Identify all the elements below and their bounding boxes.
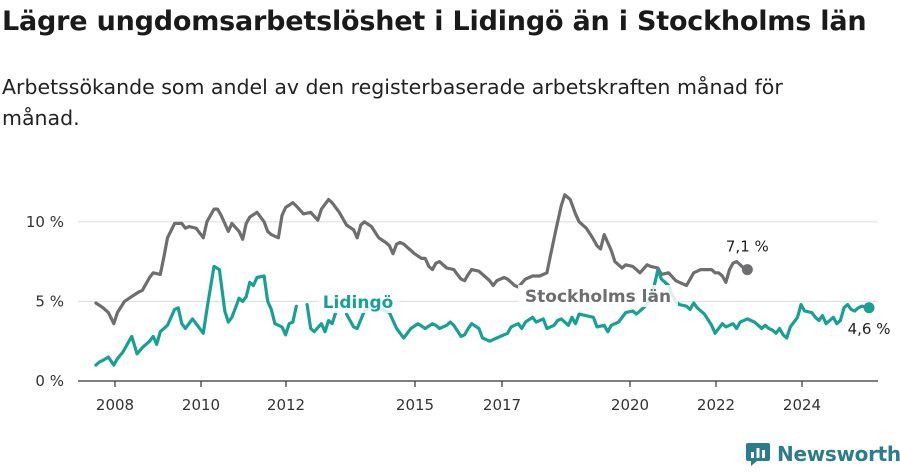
series-label-halo xyxy=(318,291,398,313)
series-layer xyxy=(94,193,875,367)
end-point xyxy=(863,302,875,314)
x-tick-label: 2024 xyxy=(783,396,821,414)
series-label-halo xyxy=(518,285,678,307)
brand-logo: Newsworthy xyxy=(745,441,900,467)
x-tick-label: 2010 xyxy=(182,396,220,414)
series-name-label: Stockholms län xyxy=(525,287,671,307)
y-tick-label: 0 % xyxy=(35,372,64,390)
chart-subtitle: Arbetssökande som andel av den registerb… xyxy=(2,75,783,130)
series-line-stockholms-lan xyxy=(94,193,749,326)
x-tick-label: 2017 xyxy=(483,396,521,414)
x-tick-label: 2012 xyxy=(267,396,305,414)
y-tick-label: 10 % xyxy=(26,213,64,231)
y-tick-label: 5 % xyxy=(35,292,64,310)
chart-title: Lägre ungdomsarbetslöshet i Lidingö än i… xyxy=(2,6,867,37)
series-line-lidingo xyxy=(305,303,338,334)
x-tick-label: 2015 xyxy=(396,396,434,414)
x-tick-label: 2008 xyxy=(96,396,134,414)
end-value-label: 4,6 % xyxy=(848,320,891,338)
end-value-label: 7,1 % xyxy=(726,238,769,256)
brand-name: Newsworthy xyxy=(777,442,900,466)
grid: 0 % 5 % 10 % 2008 2010 2012 2015 2017 2020 2022 20… xyxy=(26,213,878,414)
end-point xyxy=(741,264,753,276)
series-name-label: Lidingö xyxy=(323,293,394,313)
x-tick-label: 2022 xyxy=(697,396,735,414)
label-layer: 7,1 % 4,6 % Lidingö Stockholms län xyxy=(318,238,890,338)
newsworthy-icon xyxy=(746,443,770,466)
x-tick-label: 2020 xyxy=(611,396,649,414)
series-line-lidingo xyxy=(94,264,298,367)
